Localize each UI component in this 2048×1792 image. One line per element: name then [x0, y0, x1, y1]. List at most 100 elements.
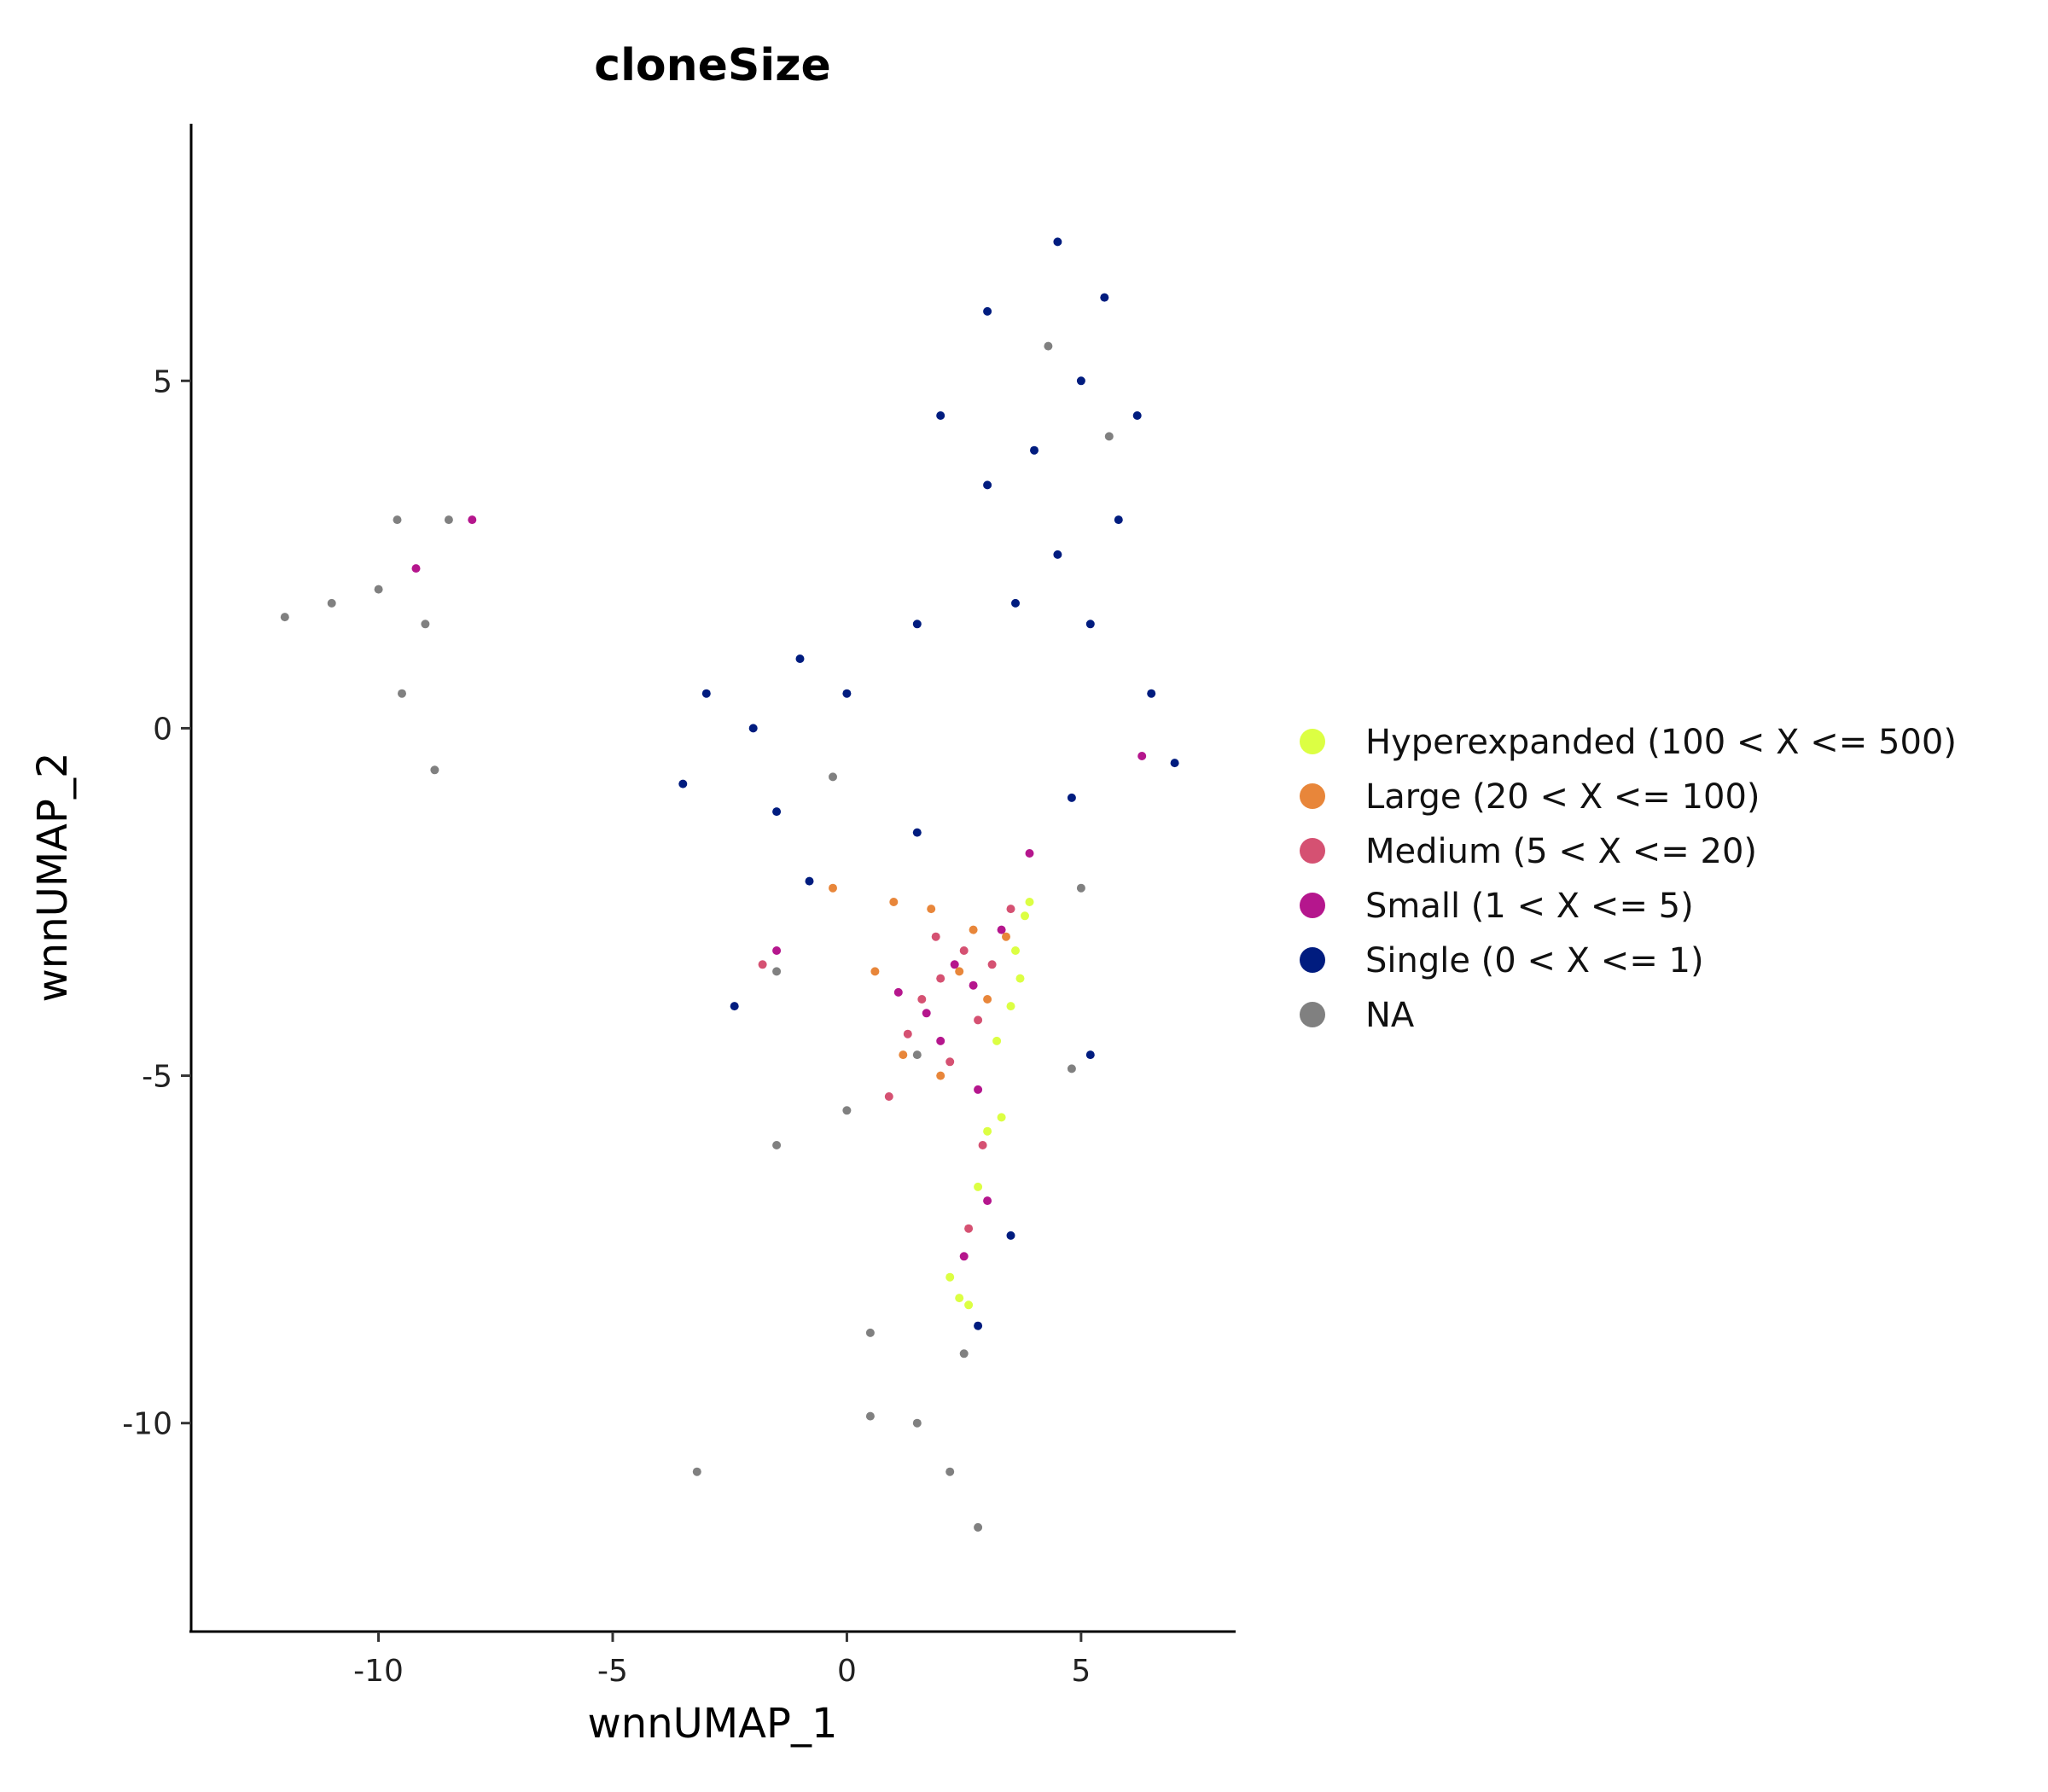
point-4-13 [795, 655, 805, 663]
point-0-2 [1006, 1002, 1015, 1011]
chart-title: cloneSize [594, 40, 830, 91]
point-5-8 [912, 1418, 922, 1428]
point-5-6 [280, 613, 289, 622]
point-4-10 [1170, 759, 1179, 768]
point-4-1 [1100, 293, 1109, 302]
point-3-1 [922, 1009, 931, 1018]
point-1-0 [927, 905, 936, 914]
point-3-9 [772, 946, 782, 955]
point-2-9 [978, 1141, 987, 1149]
point-3-7 [983, 1196, 992, 1206]
legend-swatch [1300, 729, 1325, 754]
point-4-5 [1114, 515, 1123, 525]
points-layer [280, 237, 1179, 1532]
point-0-4 [983, 1126, 992, 1136]
point-2-6 [884, 1092, 893, 1101]
point-1-3 [899, 1050, 908, 1060]
point-2-5 [945, 1057, 955, 1067]
point-0-7 [964, 1300, 974, 1310]
point-3-2 [969, 980, 978, 990]
point-2-11 [758, 960, 767, 969]
point-5-22 [1044, 341, 1053, 351]
point-0-1 [1021, 911, 1029, 921]
point-3-5 [936, 1036, 945, 1045]
point-3-13 [1137, 752, 1147, 760]
point-5-9 [945, 1467, 955, 1476]
legend-label: NA [1365, 996, 1415, 1035]
y-tick-label: 5 [153, 364, 172, 399]
point-5-1 [421, 620, 430, 629]
point-1-6 [969, 925, 978, 934]
x-axis-title: wnnUMAP_1 [588, 1700, 838, 1748]
point-2-10 [964, 1224, 974, 1233]
point-3-4 [997, 925, 1006, 934]
point-3-10 [411, 564, 421, 573]
point-2-8 [931, 932, 940, 941]
point-4-0 [1053, 237, 1062, 247]
point-4-25 [1053, 550, 1062, 559]
point-0-5 [974, 1182, 983, 1191]
legend-swatch [1300, 783, 1325, 809]
point-4-4 [1030, 445, 1039, 455]
point-4-12 [748, 724, 758, 733]
point-5-12 [959, 1349, 969, 1359]
point-4-14 [842, 689, 852, 698]
point-4-23 [730, 1002, 739, 1011]
point-2-7 [987, 960, 997, 969]
legend-label: Small (1 < X <= 5) [1365, 887, 1694, 926]
point-5-21 [865, 1328, 875, 1337]
point-3-3 [893, 987, 903, 997]
point-5-3 [444, 515, 453, 525]
point-5-5 [430, 765, 439, 775]
point-4-24 [805, 876, 814, 886]
point-5-13 [772, 1141, 782, 1149]
point-0-9 [1025, 898, 1034, 906]
x-tick-label: -5 [597, 1654, 628, 1689]
point-4-15 [678, 779, 688, 788]
point-0-8 [1015, 974, 1025, 983]
legend: Hyperexpanded (100 < X <= 500) Large (20 … [1300, 723, 1957, 1035]
x-tick-label: 5 [1071, 1654, 1091, 1689]
y-tick-label: 0 [153, 712, 172, 747]
legend-label: Medium (5 < X <= 20) [1365, 832, 1757, 871]
point-4-6 [983, 480, 992, 490]
y-tick-label: -5 [142, 1060, 172, 1095]
legend-swatch [1300, 893, 1325, 918]
point-1-5 [936, 1071, 945, 1080]
point-5-20 [692, 1467, 701, 1476]
point-4-2 [983, 306, 992, 316]
legend-swatch [1300, 838, 1325, 864]
y-tick-label: -10 [122, 1407, 172, 1442]
point-4-21 [1006, 1231, 1015, 1240]
point-4-17 [912, 620, 922, 629]
point-5-7 [393, 515, 402, 525]
point-1-4 [1002, 932, 1010, 941]
point-2-12 [1006, 905, 1015, 914]
point-4-22 [974, 1321, 983, 1330]
y-axis-title: wnnUMAP_2 [29, 753, 77, 1003]
point-3-0 [950, 960, 959, 969]
point-3-8 [959, 1252, 969, 1261]
point-5-10 [974, 1522, 983, 1532]
point-5-15 [912, 1050, 922, 1060]
legend-label: Hyperexpanded (100 < X <= 500) [1365, 723, 1957, 762]
point-4-7 [936, 411, 945, 420]
point-1-1 [955, 967, 964, 976]
point-5-23 [1104, 432, 1114, 441]
point-2-4 [903, 1029, 912, 1039]
point-4-3 [1132, 411, 1142, 420]
point-5-4 [398, 689, 406, 698]
point-1-2 [983, 995, 992, 1004]
point-2-0 [936, 974, 945, 983]
point-5-2 [327, 598, 336, 608]
point-3-11 [468, 515, 477, 525]
legend-swatch [1300, 947, 1325, 973]
point-3-6 [974, 1085, 983, 1094]
point-4-19 [1067, 793, 1076, 802]
legend-label: Large (20 < X <= 100) [1365, 777, 1760, 817]
legend-swatch [1300, 1002, 1325, 1027]
x-ticks: -10 -5 0 5 [353, 1632, 1091, 1689]
legend-label: Single (0 < X <= 1) [1365, 941, 1704, 980]
point-5-16 [772, 967, 782, 976]
